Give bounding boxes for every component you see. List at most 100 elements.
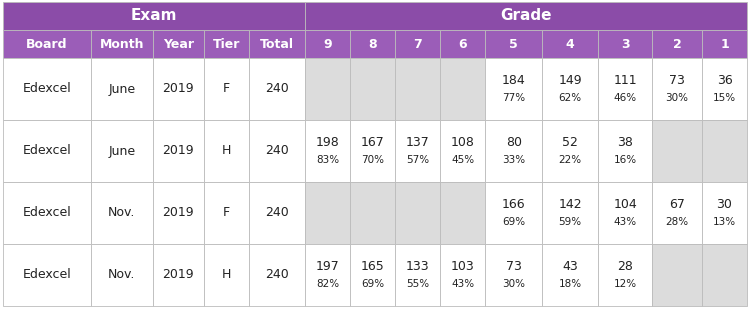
Bar — [702, 30, 747, 58]
Bar — [485, 182, 542, 244]
Bar — [91, 58, 153, 120]
Bar — [305, 120, 350, 182]
Text: 22%: 22% — [559, 155, 581, 165]
Text: 30%: 30% — [503, 279, 525, 289]
Text: 28%: 28% — [665, 217, 688, 227]
Text: 184: 184 — [502, 74, 526, 87]
Text: 133: 133 — [406, 260, 430, 273]
Bar — [485, 58, 542, 120]
Bar — [440, 58, 485, 120]
Text: Nov.: Nov. — [108, 206, 136, 219]
Bar — [350, 30, 395, 58]
Text: 2: 2 — [673, 38, 682, 51]
Bar — [652, 30, 702, 58]
Bar — [204, 182, 249, 244]
Text: 2019: 2019 — [163, 144, 194, 157]
Text: Board: Board — [26, 38, 68, 51]
Text: Year: Year — [163, 38, 194, 51]
Bar — [305, 30, 350, 58]
Text: 3: 3 — [621, 38, 629, 51]
Bar — [395, 244, 440, 306]
Text: 80: 80 — [506, 136, 522, 149]
Text: 165: 165 — [361, 260, 385, 273]
Text: 70%: 70% — [362, 155, 384, 165]
Bar — [3, 30, 91, 58]
Text: 137: 137 — [406, 136, 430, 149]
Text: 82%: 82% — [316, 279, 339, 289]
Text: Edexcel: Edexcel — [22, 268, 71, 281]
Bar — [440, 120, 485, 182]
Text: 69%: 69% — [362, 279, 384, 289]
Bar — [91, 30, 153, 58]
Text: Month: Month — [100, 38, 144, 51]
Bar — [153, 120, 204, 182]
Bar — [305, 182, 350, 244]
Text: Edexcel: Edexcel — [22, 206, 71, 219]
Bar — [153, 182, 204, 244]
Text: 240: 240 — [265, 82, 289, 95]
Text: H: H — [221, 144, 231, 157]
Bar — [350, 58, 395, 120]
Bar — [3, 2, 305, 30]
Text: Nov.: Nov. — [108, 268, 136, 281]
Text: 167: 167 — [361, 136, 385, 149]
Bar — [652, 58, 702, 120]
Text: 240: 240 — [265, 268, 289, 281]
Text: 62%: 62% — [559, 93, 581, 103]
Bar — [395, 182, 440, 244]
Text: 83%: 83% — [316, 155, 339, 165]
Text: H: H — [221, 268, 231, 281]
Text: 30%: 30% — [665, 93, 688, 103]
Text: 18%: 18% — [559, 279, 581, 289]
Text: 73: 73 — [669, 74, 685, 87]
Bar — [395, 58, 440, 120]
Bar — [305, 58, 350, 120]
Bar — [249, 182, 305, 244]
Bar — [395, 120, 440, 182]
Bar — [204, 58, 249, 120]
Bar — [350, 182, 395, 244]
Text: 2019: 2019 — [163, 82, 194, 95]
Text: 73: 73 — [506, 260, 521, 273]
Text: 16%: 16% — [614, 155, 637, 165]
Bar — [598, 58, 652, 120]
Text: 12%: 12% — [614, 279, 637, 289]
Text: Total: Total — [260, 38, 294, 51]
Text: 142: 142 — [558, 198, 582, 211]
Bar — [485, 244, 542, 306]
Text: 2019: 2019 — [163, 268, 194, 281]
Text: 15%: 15% — [713, 93, 736, 103]
Bar — [485, 120, 542, 182]
Text: 69%: 69% — [502, 217, 525, 227]
Bar — [305, 244, 350, 306]
Text: 104: 104 — [614, 198, 638, 211]
Bar — [598, 244, 652, 306]
Text: 8: 8 — [368, 38, 377, 51]
Bar — [305, 2, 747, 30]
Text: June: June — [108, 144, 136, 157]
Text: 111: 111 — [614, 74, 637, 87]
Text: 198: 198 — [316, 136, 340, 149]
Text: 166: 166 — [502, 198, 526, 211]
Bar — [542, 30, 598, 58]
Bar — [249, 58, 305, 120]
Bar — [350, 120, 395, 182]
Bar — [204, 244, 249, 306]
Text: Tier: Tier — [212, 38, 240, 51]
Text: 9: 9 — [323, 38, 332, 51]
Text: 240: 240 — [265, 206, 289, 219]
Bar — [204, 120, 249, 182]
Text: 43%: 43% — [452, 279, 475, 289]
Text: 4: 4 — [566, 38, 574, 51]
Bar — [440, 30, 485, 58]
Text: 57%: 57% — [406, 155, 430, 165]
Bar — [598, 30, 652, 58]
Text: 55%: 55% — [406, 279, 430, 289]
Bar — [440, 182, 485, 244]
Text: 7: 7 — [413, 38, 422, 51]
Text: 149: 149 — [558, 74, 582, 87]
Bar — [485, 30, 542, 58]
Text: 45%: 45% — [452, 155, 475, 165]
Bar — [91, 244, 153, 306]
Text: F: F — [223, 206, 230, 219]
